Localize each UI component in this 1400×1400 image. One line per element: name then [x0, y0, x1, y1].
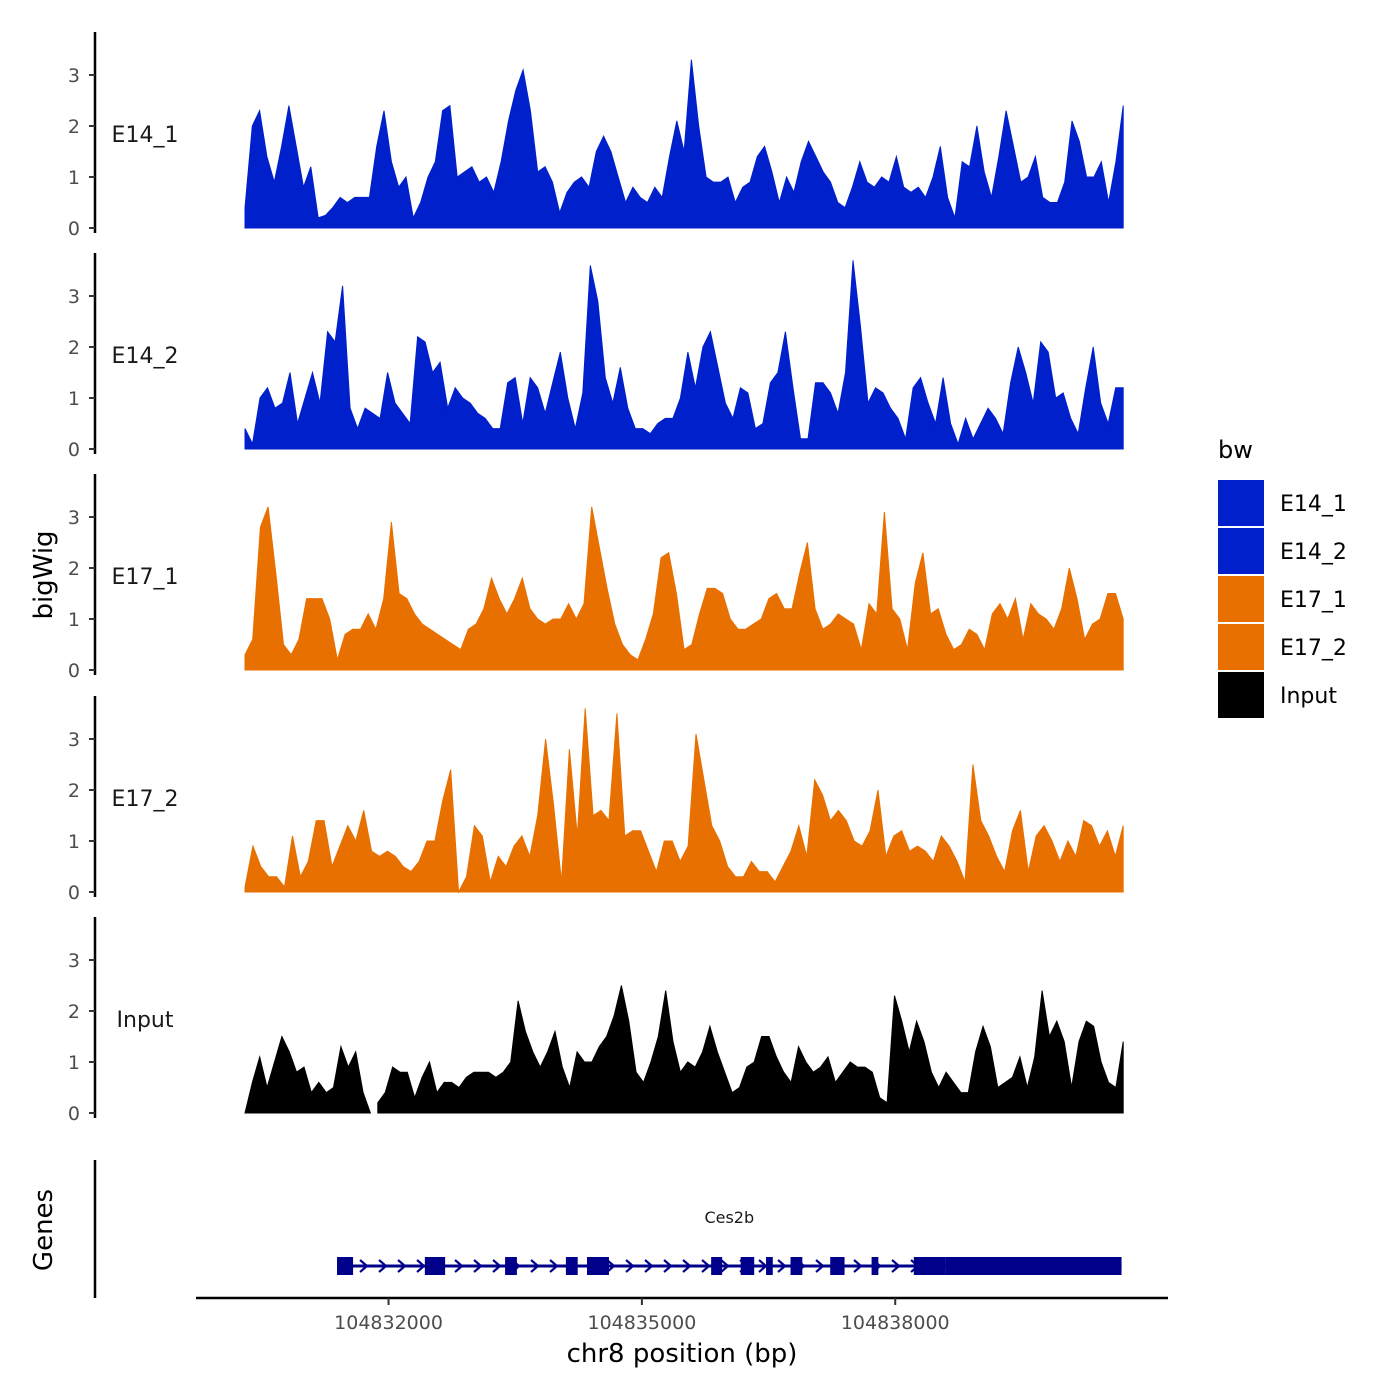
legend-swatch-E14_2 — [1218, 528, 1264, 574]
legend-swatch-Input — [1218, 672, 1264, 718]
strand-arrow — [606, 1259, 616, 1273]
y-tick-label: 2 — [68, 116, 80, 138]
panel-E17_2: 0 1 2 3 E17_2 — [68, 696, 1124, 904]
legend-label-E14_1: E14_1 — [1280, 492, 1347, 517]
panel-label-E14_2: E14_2 — [112, 344, 179, 369]
y-tick-label: 0 — [68, 439, 80, 461]
y-tick-label: 3 — [68, 950, 80, 972]
y-tick-label: 3 — [68, 729, 80, 751]
gene-exon — [913, 1257, 946, 1275]
coverage-area-E17_2 — [244, 708, 1124, 894]
y-tick-label: 1 — [68, 609, 80, 631]
legend-swatch-E17_2 — [1218, 624, 1264, 670]
strand-arrow — [492, 1259, 502, 1273]
y-tick-label: 3 — [68, 507, 80, 529]
legend: bw E14_1 E14_2 E17_1 E17_2 Input — [1218, 436, 1347, 718]
x-tick-label: 104832000 — [334, 1312, 443, 1334]
y-tick-label: 0 — [68, 882, 80, 904]
legend-title: bw — [1218, 436, 1253, 464]
panel-label-E17_2: E17_2 — [112, 787, 179, 812]
coverage-area-E14_1 — [244, 59, 1124, 229]
strand-arrow — [454, 1259, 464, 1273]
y-tick-label: 1 — [68, 167, 80, 189]
strand-arrow — [891, 1259, 901, 1273]
gene-exon — [711, 1257, 723, 1275]
strand-arrow — [701, 1259, 711, 1273]
gene-exon — [871, 1257, 879, 1275]
y-tick-label: 2 — [68, 780, 80, 802]
strand-arrow — [530, 1259, 540, 1273]
panel-Input: 0 1 2 3 Input — [68, 917, 1124, 1125]
x-tick-label: 104838000 — [841, 1312, 950, 1334]
y-tick-label: 0 — [68, 1103, 80, 1125]
gene-exon — [766, 1257, 773, 1275]
gene-exon — [740, 1257, 755, 1275]
gene-exon — [945, 1257, 1122, 1275]
x-axis: 104832000 104835000 104838000 — [196, 1296, 1168, 1334]
strand-arrow — [663, 1259, 673, 1273]
strand-arrow — [720, 1259, 730, 1273]
genes-track: Ces2b — [93, 1160, 1122, 1298]
strand-arrow — [473, 1259, 483, 1273]
legend-label-E17_2: E17_2 — [1280, 636, 1347, 661]
coverage-area-E17_1 — [244, 506, 1124, 671]
y-tick-label: 3 — [68, 286, 80, 308]
panel-label-Input: Input — [117, 1008, 174, 1033]
gene-exon — [830, 1257, 845, 1275]
panel-label-E14_1: E14_1 — [112, 123, 179, 148]
gene-name-label: Ces2b — [704, 1208, 754, 1227]
y-tick-label: 0 — [68, 660, 80, 682]
strand-arrow — [549, 1259, 559, 1273]
strand-arrow — [644, 1259, 654, 1273]
legend-label-E14_2: E14_2 — [1280, 540, 1347, 565]
panel-E17_1: 0 1 2 3 E17_1 — [68, 474, 1124, 682]
coverage-area-E14_2 — [244, 260, 1124, 450]
y-axis-title: bigWig — [29, 530, 59, 619]
strand-arrow — [625, 1259, 635, 1273]
strand-arrow — [815, 1259, 825, 1273]
y-tick-label: 3 — [68, 65, 80, 87]
y-tick-label: 1 — [68, 831, 80, 853]
legend-swatch-E14_1 — [1218, 480, 1264, 526]
gene-exon — [505, 1257, 517, 1275]
y-tick-label: 2 — [68, 558, 80, 580]
coverage-area-Input — [244, 1035, 372, 1114]
strand-arrow — [777, 1259, 787, 1273]
panel-E14_2: 0 1 2 3 E14_2 — [68, 253, 1124, 461]
legend-label-E17_1: E17_1 — [1280, 588, 1347, 613]
panel-E14_1: 0 1 2 3 E14_1 — [68, 32, 1124, 240]
y-tick-label: 2 — [68, 1001, 80, 1023]
y-tick-label: 0 — [68, 218, 80, 240]
y-tick-label: 2 — [68, 337, 80, 359]
panel-label-E17_1: E17_1 — [112, 565, 179, 590]
gene-exon — [586, 1257, 609, 1275]
coverage-area-Input — [377, 985, 1124, 1114]
strand-arrow — [853, 1259, 863, 1273]
genes-track-title: Genes — [29, 1189, 59, 1271]
legend-label-Input: Input — [1280, 684, 1337, 709]
strand-arrow — [416, 1259, 426, 1273]
x-axis-title: chr8 position (bp) — [567, 1339, 798, 1369]
strand-arrow — [378, 1259, 388, 1273]
strand-arrow — [397, 1259, 407, 1273]
strand-arrow — [682, 1259, 692, 1273]
legend-swatch-E17_1 — [1218, 576, 1264, 622]
y-tick-label: 1 — [68, 1052, 80, 1074]
gene-exon — [565, 1257, 578, 1275]
gene-exon — [337, 1257, 354, 1275]
gene-exon — [790, 1257, 803, 1275]
bigwig-panels: 0 1 2 3 E14_1 0 1 2 3 E14_2 0 1 2 3 E17_1 0 1 2 3 E17_2 0 1 2 3… — [68, 32, 1124, 1125]
strand-arrow — [359, 1259, 369, 1273]
y-tick-label: 1 — [68, 388, 80, 410]
gene-exon — [424, 1257, 446, 1275]
x-tick-label: 104835000 — [587, 1312, 696, 1334]
